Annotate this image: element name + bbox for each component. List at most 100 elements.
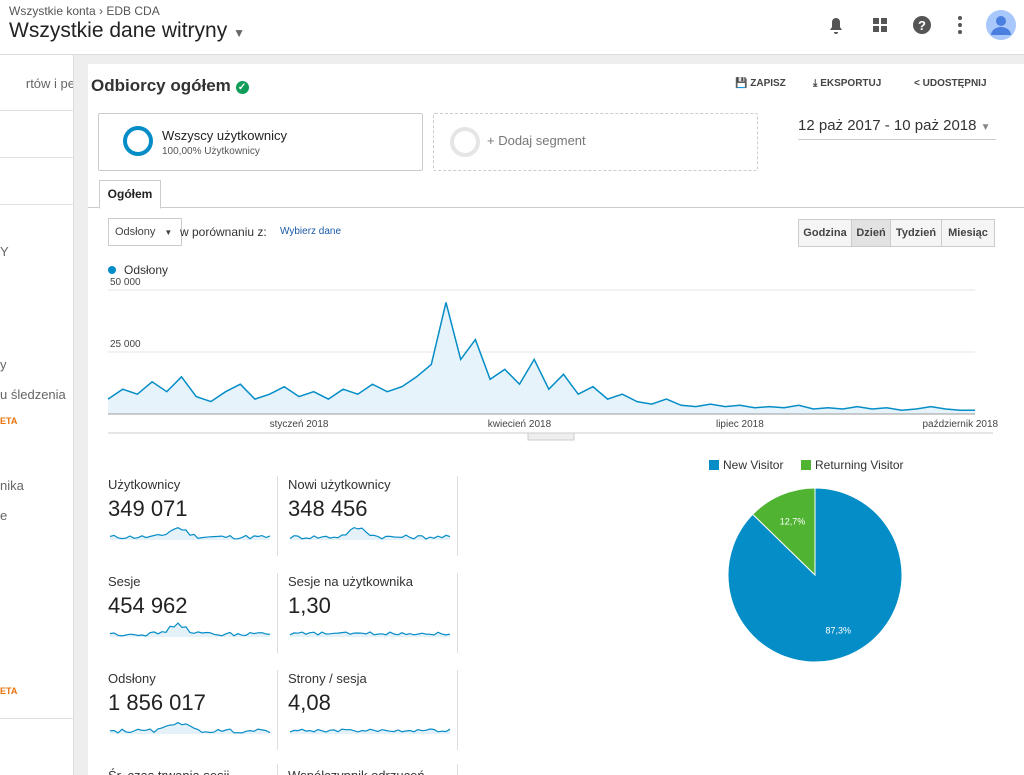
metric-select-label: Odsłony: [115, 226, 156, 238]
sidebar-item[interactable]: nika: [0, 478, 24, 493]
report-title: Odbiorcy ogółem ✓: [91, 76, 249, 96]
metric-label: Sesje na użytkownika: [288, 574, 414, 589]
segment-name: Wszyscy użytkownicy: [162, 128, 287, 143]
chart-resizer: [527, 432, 575, 441]
pie-label: 87,3%: [826, 625, 852, 635]
sidebar-item[interactable]: rtów i pe: [25, 76, 74, 91]
divider: [457, 764, 458, 775]
line: [107, 302, 975, 412]
legend-label: New Visitor: [723, 458, 783, 472]
sparkline-area: [290, 632, 450, 637]
sidebar-badge: ETA: [0, 416, 18, 426]
metric-value: 4,08: [288, 690, 331, 715]
segment-ring: [450, 127, 480, 157]
notifications-icon[interactable]: [830, 18, 842, 34]
compare-link[interactable]: Wybierz dane: [280, 226, 342, 237]
top-icons: ?: [830, 10, 1016, 40]
action[interactable]: ⤓ EKSPORTUJ: [813, 78, 882, 89]
x-tick-label: październik 2018: [923, 419, 999, 430]
pie-slice: [752, 487, 816, 577]
help-glyph: ?: [918, 18, 926, 33]
metric-label: Odsłony: [108, 671, 156, 686]
sidebar: rtów i pe Y y u śledzenia ETA nika e ETA: [0, 55, 74, 775]
metric-label: Sesje: [108, 574, 141, 589]
sidebar-badge: ETA: [0, 686, 18, 696]
action[interactable]: 💾 ZAPISZ: [735, 78, 786, 89]
view-title[interactable]: Wszystkie dane witryny ▼: [9, 19, 245, 42]
sparkline-area: [110, 623, 270, 637]
metric-label: Śr. czas trwania sesji: [108, 768, 229, 775]
metric-label: Strony / sesja: [288, 671, 367, 686]
legend-marker: [709, 460, 719, 470]
divider: [457, 476, 458, 556]
legend-label: Returning Visitor: [815, 458, 904, 472]
tab-line: [88, 207, 1024, 208]
action-label: ZAPISZ: [750, 78, 786, 89]
report-title-text: Odbiorcy ogółem: [91, 76, 231, 95]
avatar-head: [996, 16, 1006, 26]
sparkline: [289, 728, 451, 733]
divider: [277, 573, 278, 653]
sparkline-area: [290, 527, 450, 540]
metric-value: 348 456: [288, 496, 368, 521]
divider: [277, 670, 278, 750]
granularity-button[interactable]: Dzień: [851, 219, 891, 247]
sidebar-item[interactable]: y: [0, 357, 7, 372]
tab[interactable]: Ogółem: [99, 180, 161, 209]
divider: [0, 110, 73, 111]
metric-label: Współczynnik odrzuceń: [288, 768, 425, 775]
x-tick-label: kwiecień 2018: [488, 419, 552, 430]
granularity-button[interactable]: Tydzień: [890, 219, 942, 247]
granularity-button[interactable]: Miesiąc: [941, 219, 995, 247]
metric-value: 349 071: [108, 496, 188, 521]
metric-label: Użytkownicy: [108, 477, 181, 492]
divider: [277, 476, 278, 556]
segment-card[interactable]: Wszyscy użytkownicy 100,00% Użytkownicy: [98, 113, 423, 171]
segment-ring: [123, 126, 153, 156]
metric-select[interactable]: Odsłony ▼: [108, 218, 182, 246]
sparkline: [109, 527, 271, 540]
action-label: UDOSTĘPNIJ: [922, 78, 987, 89]
date-range[interactable]: 12 paż 2017 - 10 paż 2018 ▼: [798, 117, 996, 140]
sidebar-item[interactable]: u śledzenia: [0, 387, 66, 402]
avatar-body: [991, 27, 1011, 35]
breadcrumb-item[interactable]: Wszystkie konta: [9, 4, 96, 18]
action-label: EKSPORTUJ: [820, 78, 882, 89]
divider: [0, 718, 73, 719]
sparkline: [109, 622, 271, 637]
metric-label: Nowi użytkownicy: [288, 477, 391, 492]
legend-marker: [801, 460, 811, 470]
add-segment[interactable]: + Dodaj segment: [433, 113, 758, 171]
view-title-text: Wszystkie dane witryny: [9, 19, 228, 42]
compare-label: w porównaniu z:: [180, 225, 267, 239]
legend-label: Odsłony: [124, 263, 168, 277]
x-tick-label: styczeń 2018: [270, 419, 329, 430]
help-icon[interactable]: [913, 16, 931, 34]
sparkline-area: [110, 722, 270, 734]
action[interactable]: < UDOSTĘPNIJ: [914, 78, 987, 89]
divider: [0, 204, 73, 205]
apps-icon[interactable]: [873, 18, 887, 32]
y-tick-label: 25 000: [110, 339, 141, 350]
breadcrumb: Wszystkie konta › EDB CDA: [9, 4, 160, 18]
segment-detail: 100,00% Użytkownicy: [162, 146, 260, 157]
report-panel: Odbiorcy ogółem ✓ 💾 ZAPISZ ⤓ EKSPORTUJ <…: [88, 64, 1024, 775]
sparkline: [289, 631, 451, 636]
sidebar-item[interactable]: Y: [0, 244, 9, 259]
x-tick-label: lipiec 2018: [716, 419, 764, 430]
legend-marker: [108, 266, 116, 274]
sidebar-item[interactable]: e: [0, 508, 8, 523]
sparkline: [109, 721, 271, 734]
granularity-button[interactable]: Godzina: [798, 219, 852, 247]
menu-icon[interactable]: [958, 16, 962, 34]
pie-label: 12,7%: [780, 517, 806, 527]
y-tick-label: 50 000: [110, 277, 141, 288]
divider: [277, 764, 278, 775]
top-bar: Wszystkie konta › EDB CDA Wszystkie dane…: [0, 0, 1024, 55]
breadcrumb-item[interactable]: EDB CDA: [106, 4, 160, 18]
metric-value: 1 856 017: [108, 690, 206, 715]
line-area: [108, 302, 975, 414]
